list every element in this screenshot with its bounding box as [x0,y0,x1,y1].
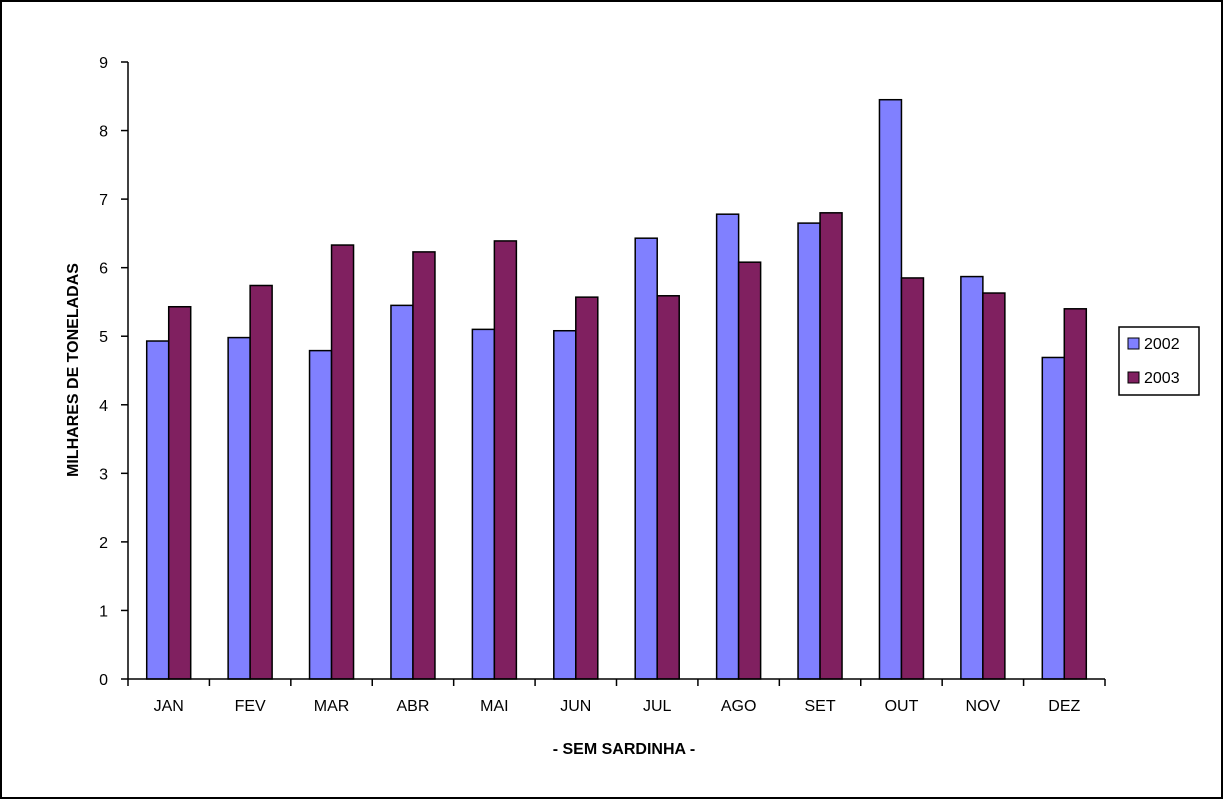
legend-label-2003: 2003 [1144,370,1180,387]
bar-2003-nov [982,292,1006,680]
y-tick-label-1: 1 [99,603,108,620]
x-tick-label-fev: FEV [235,698,266,715]
y-tick-label-6: 6 [99,261,108,278]
bar-2003-fev [249,284,273,680]
y-tick-label-0: 0 [99,672,108,689]
bar-2003-jul [656,295,680,680]
bar-2003-jan [167,305,192,680]
bar-2002-ago [715,213,740,680]
bar-2002-dez [1041,356,1066,680]
y-tick-label-5: 5 [99,329,108,346]
bar-2002-mai [471,328,496,680]
ticks-group: 0 1 2 3 4 5 6 7 8 9 JAN FEV MAR ABR MAI JUN JUL AGO SET OUT… [99,55,1106,715]
y-axis-title: MILHARES DE TONELADAS [65,263,82,477]
x-tick-label-set: SET [804,698,835,715]
y-tick-label-9: 9 [99,55,108,72]
bar-2002-mar [308,349,333,680]
y-tick-label-4: 4 [99,398,108,415]
legend: 2002 2003 [1118,326,1200,396]
x-tick-label-jul: JUL [643,698,672,715]
y-tick-label-8: 8 [99,124,108,141]
bar-2002-abr [390,304,414,680]
bar-2003-mar [330,244,355,680]
x-tick-label-mai: MAI [480,698,508,715]
bar-2003-set [819,212,843,680]
legend-label-2002: 2002 [1144,336,1180,353]
bar-2002-set [797,222,821,680]
y-tick-label-7: 7 [99,192,108,209]
bar-2002-jun [553,329,577,680]
bar-2003-jun [575,296,599,680]
bars-group [145,98,1088,680]
y-tick-label-2: 2 [99,535,108,552]
bar-2003-mai [493,240,518,680]
x-tick-label-nov: NOV [966,698,1001,715]
x-tick-label-ago: AGO [721,698,757,715]
x-tick-label-mar: MAR [314,698,350,715]
bar-2003-out [900,277,925,680]
bar-2003-abr [412,251,436,680]
bar-2003-ago [737,261,762,680]
x-tick-label-dez: DEZ [1048,698,1080,715]
legend-swatch-2002 [1127,337,1140,350]
bar-2002-jul [634,237,658,680]
bar-2002-nov [960,275,984,680]
bar-2002-fev [227,336,251,680]
x-tick-label-out: OUT [885,698,919,715]
bar-2002-out [878,98,903,680]
y-tick-label-3: 3 [99,466,108,483]
x-tick-label-jan: JAN [154,698,184,715]
bar-2003-dez [1063,308,1088,680]
x-axis-title: - SEM SARDINHA - [553,741,696,758]
bar-2002-jan [145,340,170,680]
legend-swatch-2003 [1127,371,1140,384]
x-tick-label-jun: JUN [560,698,591,715]
x-tick-label-abr: ABR [397,698,430,715]
